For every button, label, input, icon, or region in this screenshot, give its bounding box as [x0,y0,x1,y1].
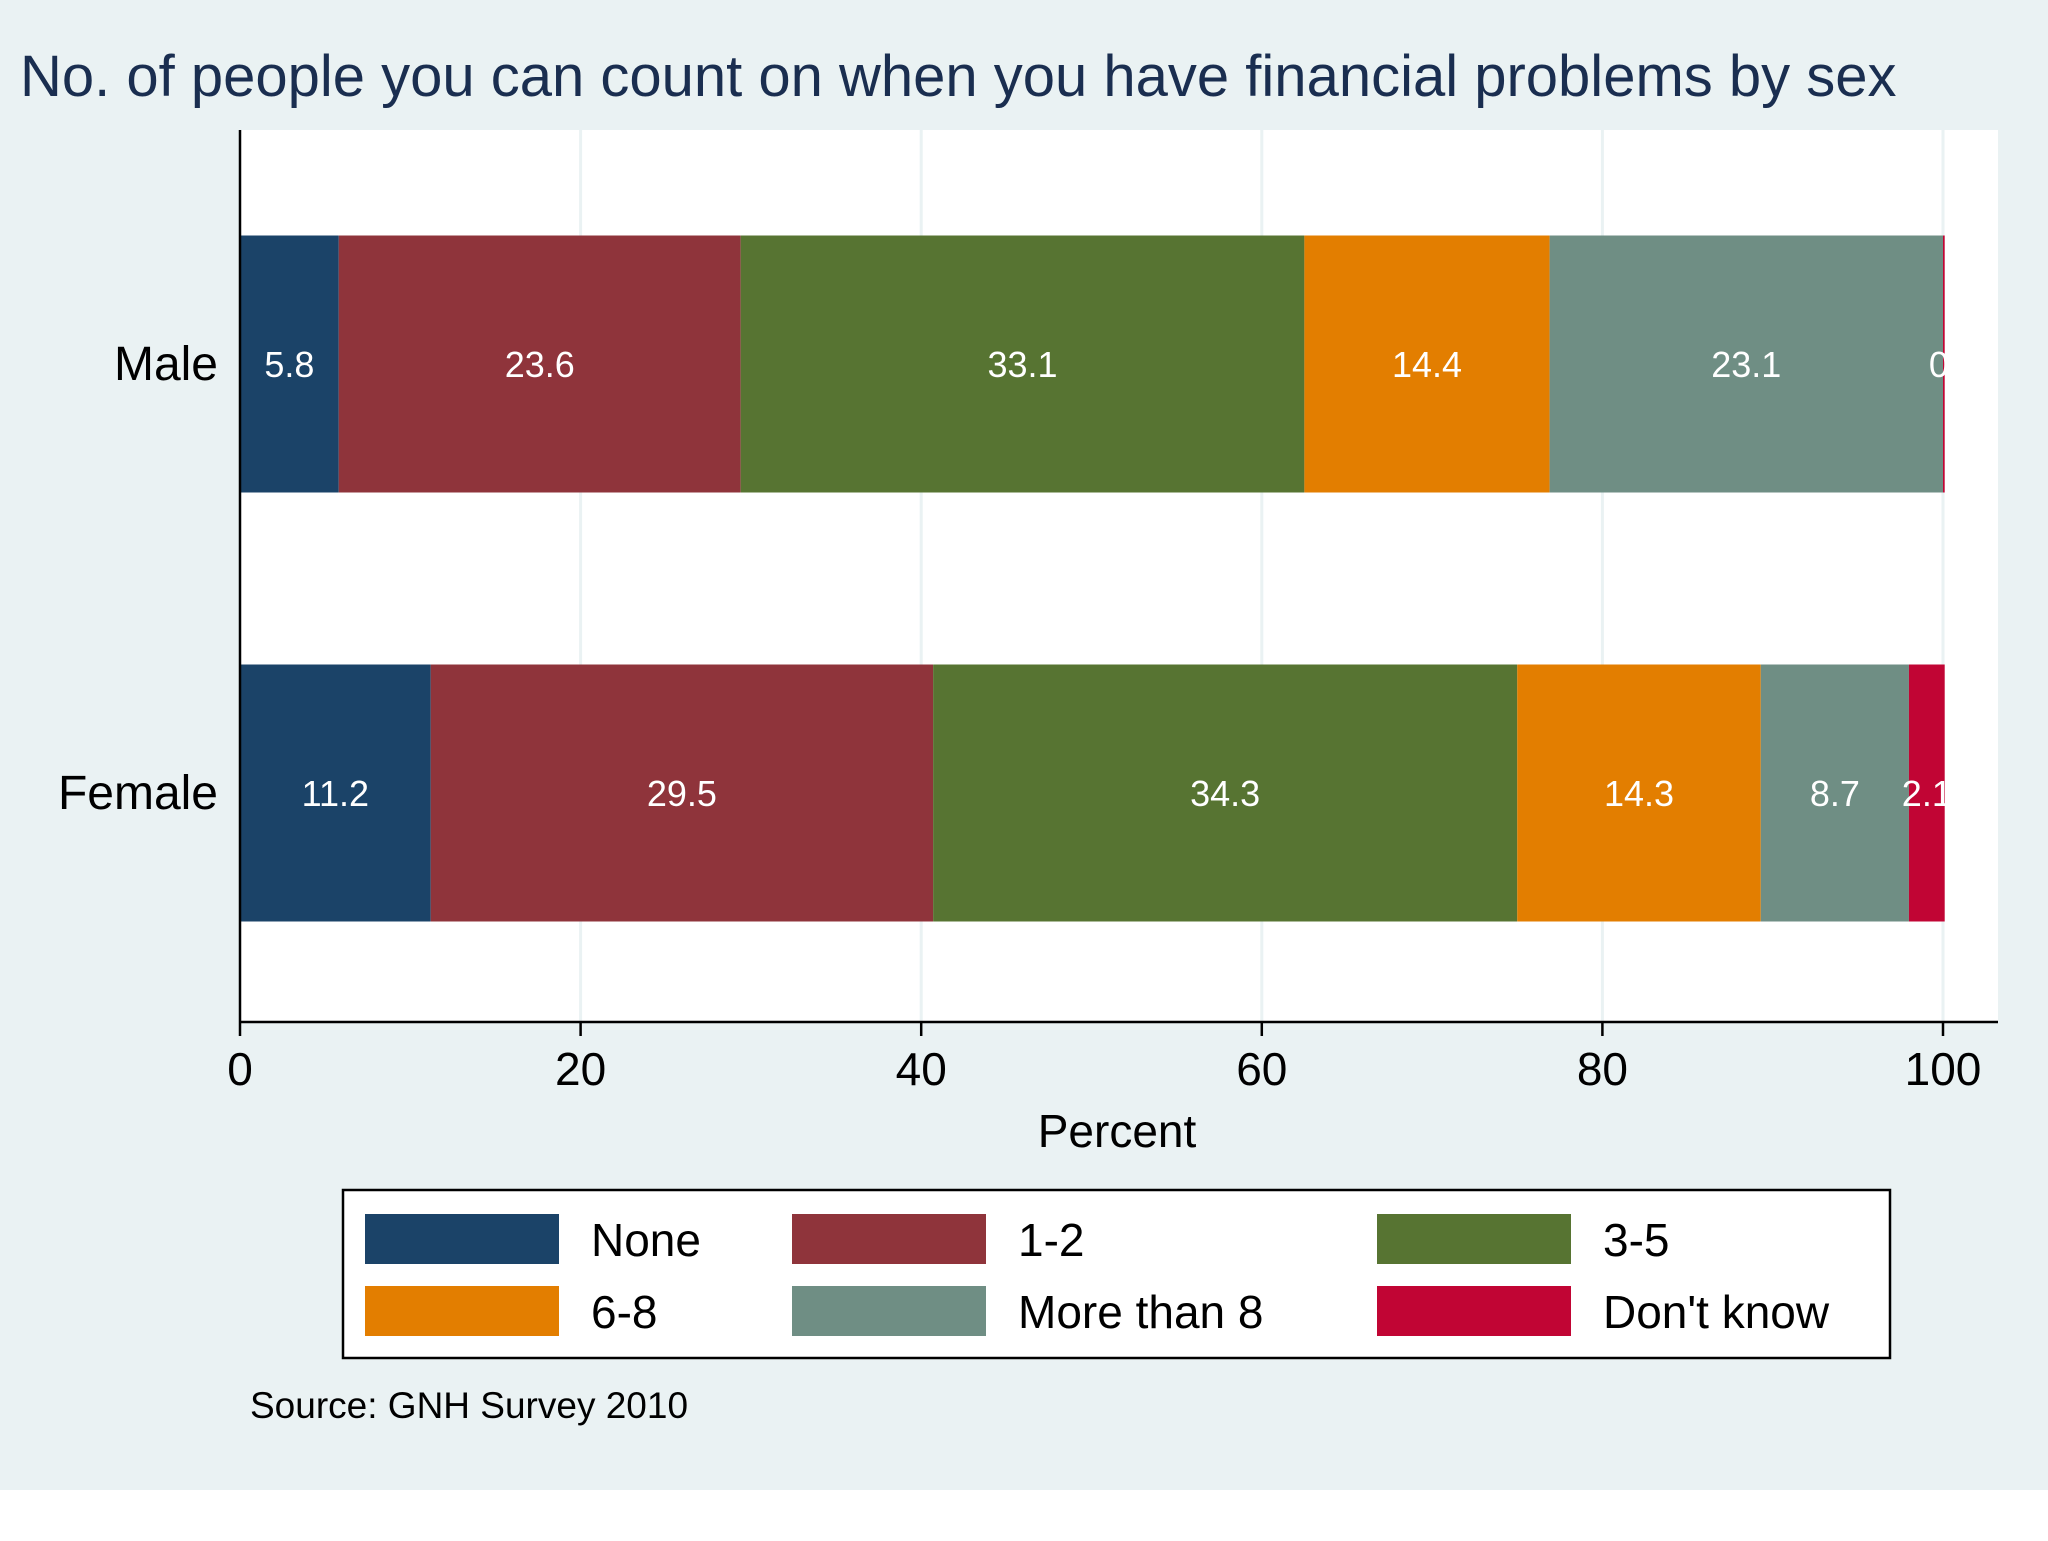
legend-swatch [1377,1214,1571,1264]
legend-label: Don't know [1603,1286,1830,1338]
bar-segment [1908,664,1945,922]
legend-swatch [365,1286,559,1336]
bar-value-label: 11.2 [302,773,369,814]
chart-title: No. of people you can count on when you … [20,44,1897,109]
legend-swatch [792,1286,986,1336]
source-note: Source: GNH Survey 2010 [250,1385,688,1426]
bar-value-label: 33.1 [987,344,1057,385]
x-tick-label: 80 [1577,1043,1628,1095]
bar-segment [933,664,1518,922]
bar-segment [240,235,339,493]
category-labels: Male Female [58,338,218,820]
bar-value-label: 0. [1929,344,1959,385]
x-axis-label: Percent [1038,1105,1197,1157]
axes [238,130,1998,1024]
legend-box [341,1188,1892,1360]
legend-swatch [1377,1286,1571,1336]
x-tick-label: 100 [1905,1043,1982,1095]
legend-label: None [591,1214,701,1266]
x-tick-label: 20 [555,1043,606,1095]
bar-segment [430,664,934,922]
x-ticks: 0 20 40 60 80 100 [227,1022,1981,1095]
bar-segment [1304,235,1550,493]
bars: 5.8 23.6 33.1 14.4 23.1 0. 11.2 29.5 34.3 14.3 8.7… [240,235,1959,922]
bar-value-label: 5.8 [264,344,314,385]
bar-value-label: 29.5 [647,773,717,814]
bar-value-label: 14.4 [1392,344,1462,385]
legend-label: 1-2 [1018,1214,1084,1266]
bar-segment [1760,664,1909,922]
bar-value-label: 14.3 [1604,773,1674,814]
bar-segment [338,235,741,493]
legend: None 1-2 3-5 6-8 More than 8 Don't know [365,1214,1830,1338]
x-tick-label: 40 [896,1043,947,1095]
legend-label: 3-5 [1603,1214,1669,1266]
category-label-female: Female [58,767,218,820]
bar-value-label: 8.7 [1810,773,1860,814]
bar-value-label: 23.1 [1711,344,1781,385]
x-tick-label: 0 [227,1043,253,1095]
x-tick-label: 60 [1236,1043,1287,1095]
category-label-male: Male [114,338,218,391]
bar-segment [740,235,1305,493]
legend-label: 6-8 [591,1286,657,1338]
bar-value-label: 2.1 [1902,773,1952,814]
legend-swatch [792,1214,986,1264]
bar-value-label: 34.3 [1190,773,1260,814]
bar-value-label: 23.6 [505,344,575,385]
legend-label: More than 8 [1018,1286,1263,1338]
bar-segment [240,664,431,922]
bar-segment [1517,664,1761,922]
legend-swatch [365,1214,559,1264]
bar-segment [1549,235,1943,493]
bar-segment [1943,235,1945,493]
page-bottom-margin [0,1490,2048,1536]
